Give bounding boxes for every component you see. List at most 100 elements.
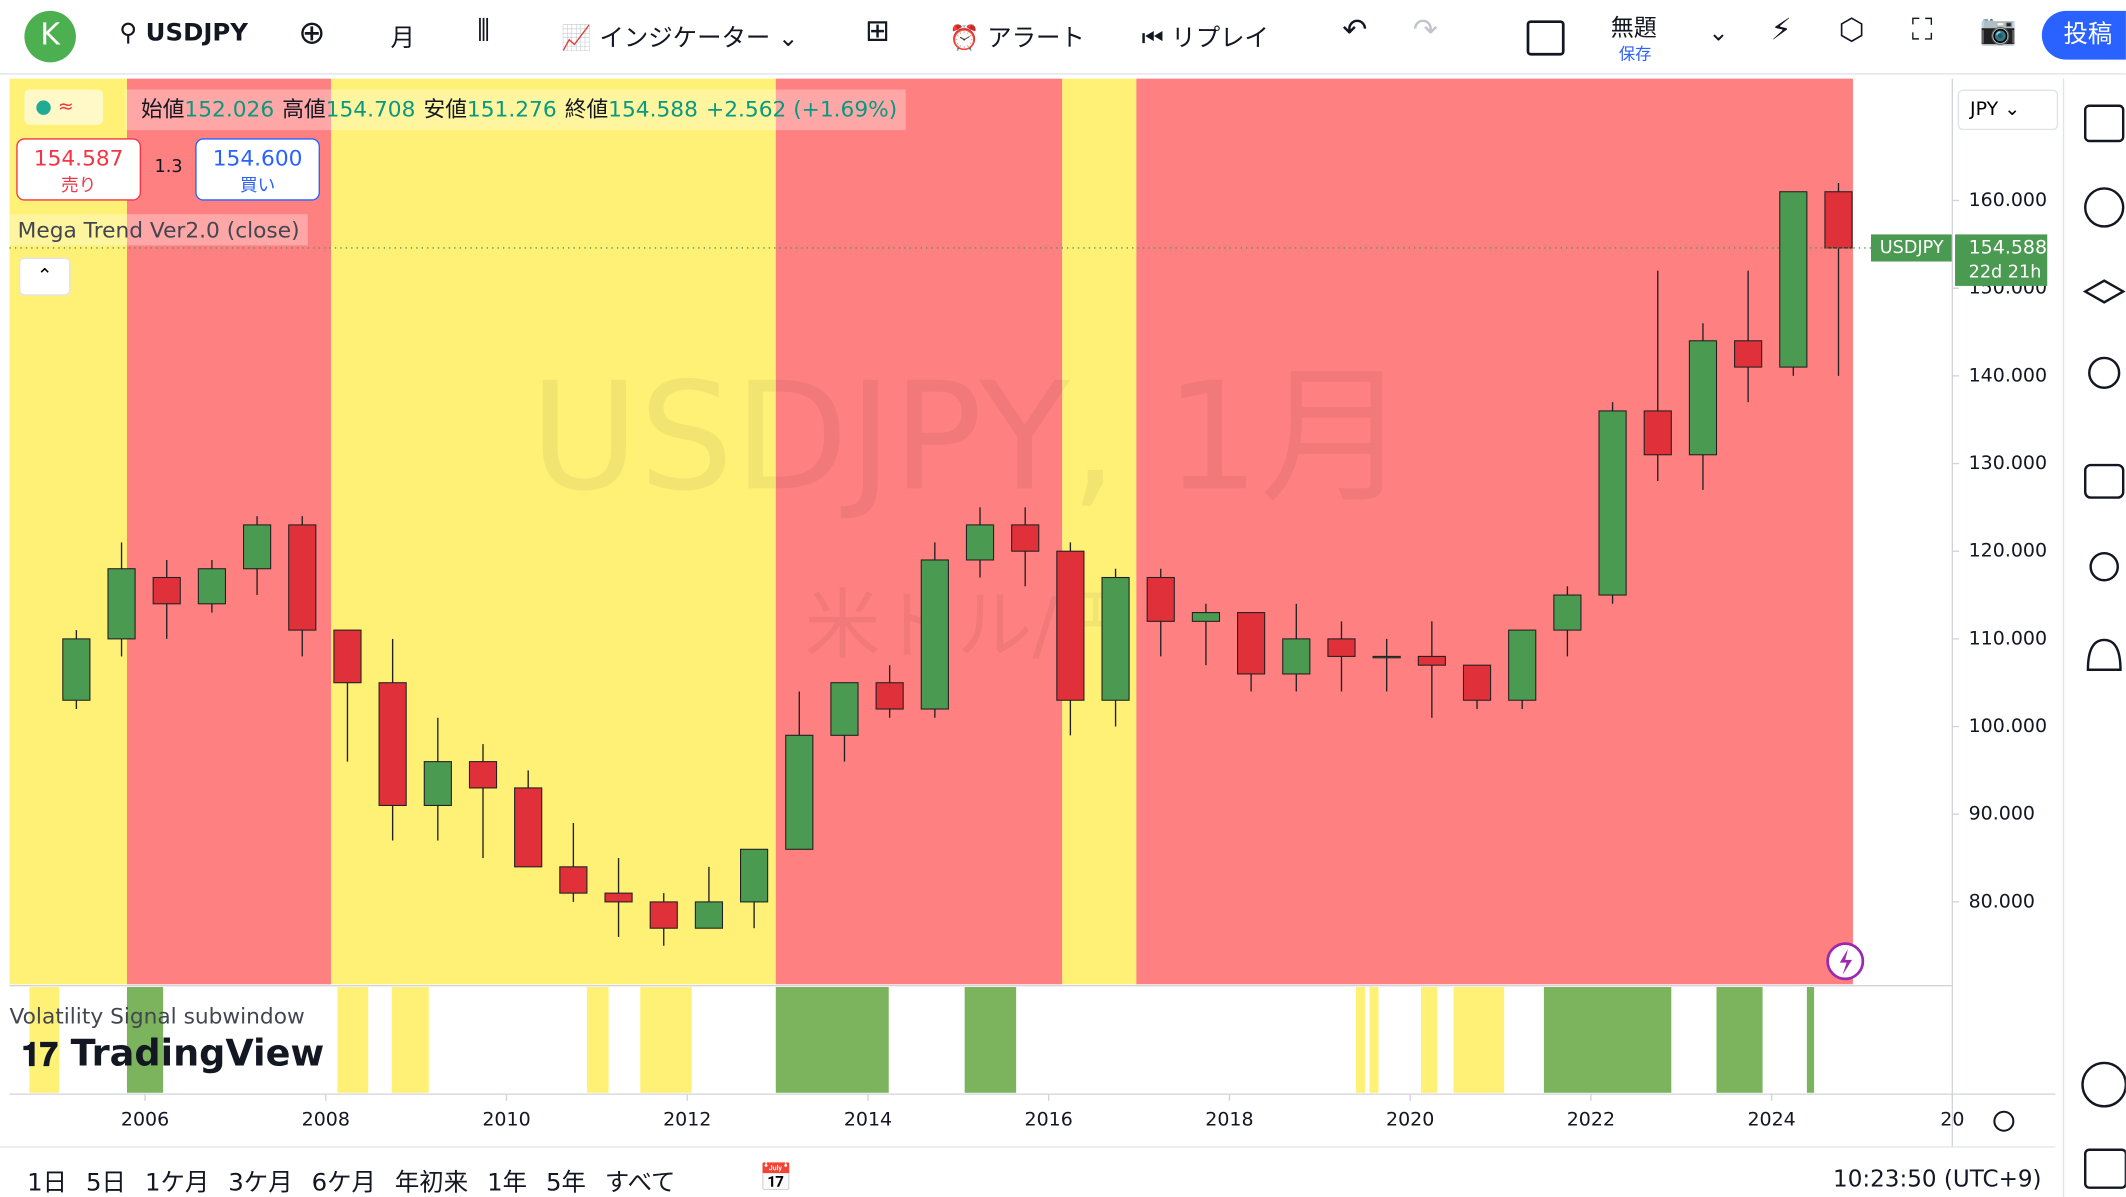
redo[interactable]: ↷ — [1412, 13, 1438, 48]
candle-body — [649, 901, 678, 929]
currency: JPY — [1969, 98, 1999, 121]
alerts-icon[interactable] — [2084, 187, 2125, 228]
x-tick-label: 2020 — [1386, 1108, 1434, 1130]
candle-body — [785, 734, 814, 850]
y-tick-label: 110.000 — [1969, 627, 2047, 649]
signal-band — [775, 987, 889, 1093]
price-tag — [1955, 234, 2048, 286]
interval[interactable]: 月 — [390, 24, 415, 53]
candle-body — [604, 892, 633, 903]
ideas-icon[interactable] — [2088, 356, 2121, 389]
candle-body — [62, 638, 91, 701]
x-tick-label: 2018 — [1205, 1108, 1253, 1130]
symbol: USDJPY — [145, 18, 248, 48]
indicators-button[interactable]: 📈 インジケーター ⌄ — [561, 24, 799, 53]
x-tick-label: 2006 — [121, 1108, 169, 1130]
sell-button[interactable]: 154.587 売り — [16, 138, 142, 201]
alert-button[interactable]: ⏰ アラート — [949, 24, 1085, 53]
goto-date[interactable]: 📅 — [759, 1160, 794, 1194]
trend-band — [331, 78, 776, 985]
right-sidebar — [2081, 104, 2126, 1189]
watermark-subtitle: 米ドル/円 — [805, 581, 1134, 669]
candle-body — [1462, 664, 1492, 701]
undo[interactable]: ↶ — [1342, 13, 1368, 48]
layers-icon[interactable] — [2082, 279, 2126, 304]
signal-band — [586, 987, 609, 1093]
range-button[interactable]: 1日 — [27, 1168, 68, 1197]
candle-body — [1417, 655, 1446, 666]
settings-icon[interactable] — [1993, 1110, 2015, 1132]
snapshot[interactable]: 📷 — [1979, 13, 2017, 48]
countdown: 22d 21h — [1969, 262, 2042, 282]
collapse-button[interactable]: ⌃ — [18, 257, 71, 296]
replay-button[interactable]: ⏮ リプレイ — [1141, 24, 1269, 53]
range-button[interactable]: 1年 — [487, 1168, 528, 1197]
chat-icon[interactable] — [2084, 463, 2125, 499]
candle-body — [242, 524, 272, 570]
ohlc-value: 154.708 — [325, 96, 416, 123]
range-button[interactable]: 年初来 — [394, 1168, 469, 1197]
watchlist-icon[interactable] — [2084, 104, 2125, 143]
fullscreen[interactable]: ⛶ — [1911, 13, 1933, 48]
y-tick-label: 160.000 — [1969, 189, 2047, 211]
settings[interactable]: ⬡ — [1838, 13, 1865, 48]
layout-name[interactable]: 無題 — [1610, 14, 1657, 43]
signal-band — [640, 987, 692, 1093]
notify-icon[interactable] — [2086, 638, 2122, 671]
stream-icon[interactable] — [2089, 551, 2119, 582]
x-tick-label: 2008 — [302, 1108, 350, 1130]
quick-search[interactable]: ⚡ — [1770, 13, 1792, 48]
range-button[interactable]: 5日 — [86, 1168, 126, 1197]
trend-band — [1062, 78, 1137, 985]
spread: 1.3 — [154, 157, 183, 178]
candle-body — [965, 524, 995, 561]
subwindow-title: Volatility Signal subwindow — [9, 1003, 305, 1030]
hotlist-icon[interactable] — [2081, 1061, 2126, 1108]
brand-logo[interactable]: 𝟏𝟕 TradingView — [21, 1033, 325, 1076]
candle-body — [1734, 340, 1763, 368]
alert: アラート — [987, 24, 1085, 53]
y-tick-label: 130.000 — [1969, 452, 2047, 474]
trend-band — [1136, 78, 1853, 985]
status-badge[interactable]: ● ≈ — [24, 89, 104, 125]
currency-select[interactable]: JPY ⌄ — [1957, 89, 2059, 131]
range-button[interactable]: 3ケ月 — [228, 1168, 293, 1197]
signal-band — [1421, 987, 1438, 1093]
candle-body — [288, 524, 317, 631]
y-tick-label: 140.000 — [1969, 364, 2047, 386]
candle-body — [1598, 410, 1627, 596]
candle-body — [1191, 612, 1221, 622]
publish[interactable]: 投稿 — [2041, 10, 2126, 60]
trend-band — [9, 78, 127, 985]
x-tick-label: 2024 — [1747, 1108, 1795, 1130]
chart-type[interactable]: ⫴ — [477, 14, 490, 49]
sell-price: 154.587 — [33, 145, 124, 171]
compare-button[interactable]: ⊕ — [298, 13, 326, 52]
candle-body — [1282, 638, 1311, 675]
layout-menu[interactable]: ⌄ — [1708, 18, 1729, 48]
calendar-icon[interactable] — [2084, 1148, 2126, 1189]
symbol-search[interactable]: ⚲ USDJPY — [119, 18, 248, 48]
save[interactable]: 保存 — [1618, 44, 1652, 64]
buy-button[interactable]: 154.600 買い — [195, 138, 320, 201]
ohlc-value: 151.276 — [466, 96, 557, 123]
indicators: インジケーター — [599, 24, 771, 53]
range-button[interactable]: 6ケ月 — [311, 1168, 376, 1197]
symbol-tag — [1871, 234, 1953, 262]
range-button[interactable]: 5年 — [546, 1168, 586, 1197]
signal-band — [337, 987, 369, 1093]
toolbar — [0, 0, 2126, 75]
avatar[interactable]: K — [24, 10, 76, 63]
candle-body — [1327, 638, 1356, 657]
ohlc-label: 安値 — [423, 96, 467, 123]
x-tick-label: 2016 — [1025, 1108, 1073, 1130]
candle-body — [1688, 340, 1718, 456]
templates[interactable]: ⊞ — [865, 14, 890, 49]
indicator-legend[interactable]: Mega Trend Ver2.0 (close) — [9, 214, 308, 246]
clock[interactable]: 10:23:50 (UTC+9) — [1833, 1165, 2042, 1194]
layout-icon[interactable] — [1526, 20, 1565, 56]
range-button[interactable]: 1ケ月 — [144, 1168, 210, 1197]
symbol-tag-label: USDJPY — [1880, 238, 1944, 258]
range-button[interactable]: すべて — [604, 1168, 676, 1197]
